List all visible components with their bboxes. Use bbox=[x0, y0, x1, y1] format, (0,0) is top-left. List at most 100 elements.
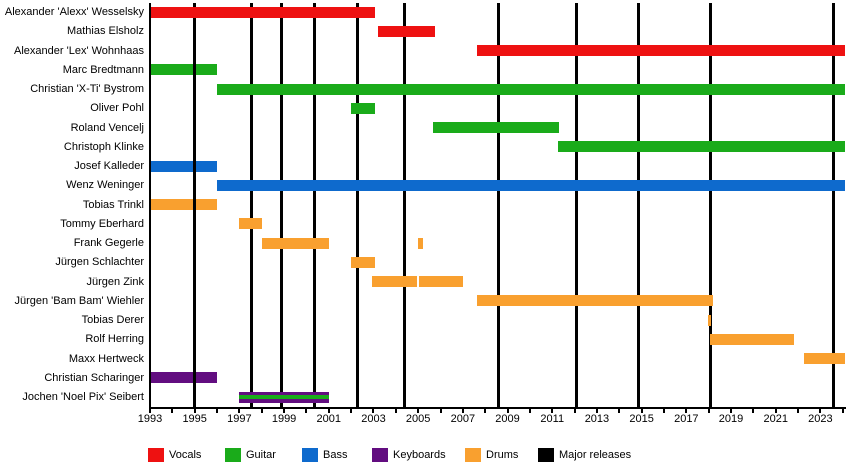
timeline-bar bbox=[477, 295, 714, 307]
axis-tick bbox=[394, 409, 397, 413]
axis-tick bbox=[551, 409, 554, 413]
axis-tick-label: 2007 bbox=[450, 413, 476, 425]
axis-tick bbox=[819, 409, 822, 413]
secondary-role-stripe bbox=[239, 395, 329, 399]
member-label: Jochen 'Noel Pix' Seibert bbox=[22, 391, 144, 403]
member-label: Frank Gegerle bbox=[73, 237, 144, 249]
axis-tick bbox=[149, 409, 151, 413]
axis-tick-label: 2011 bbox=[540, 413, 565, 425]
member-label: Roland Vencelj bbox=[70, 121, 144, 134]
timeline-bar bbox=[151, 6, 375, 18]
timeline-bar bbox=[239, 218, 262, 230]
member-label: Christoph Klinke bbox=[63, 140, 144, 153]
axis-tick bbox=[573, 409, 576, 413]
timeline-bar bbox=[707, 314, 711, 326]
timeline-bar bbox=[557, 141, 845, 153]
timeline-bar bbox=[151, 199, 218, 210]
member-label: Rolf Herring bbox=[85, 333, 144, 346]
axis-tick-label: 1993 bbox=[137, 413, 163, 425]
member-label: Tommy Eberhard bbox=[60, 217, 144, 230]
axis-tick-label: 2023 bbox=[808, 413, 833, 425]
major-release-line bbox=[403, 3, 407, 408]
axis-tick bbox=[662, 409, 665, 413]
member-label: Tobias Derer bbox=[81, 314, 144, 326]
legend-swatch bbox=[302, 448, 318, 462]
legend-label: Drums bbox=[486, 449, 519, 461]
legend-label: Guitar bbox=[246, 449, 276, 461]
timeline-bar bbox=[432, 122, 559, 133]
axis-tick bbox=[193, 409, 196, 413]
major-release-line bbox=[250, 3, 254, 408]
timeline-bar bbox=[217, 179, 845, 191]
member-label: Wenz Weninger bbox=[66, 179, 144, 192]
legend-swatch bbox=[225, 448, 241, 462]
axis-tick bbox=[752, 409, 755, 413]
timeline-bar bbox=[351, 256, 375, 268]
axis-tick bbox=[640, 409, 643, 413]
member-label: Christian 'X-Ti' Bystrom bbox=[30, 83, 144, 95]
axis-tick bbox=[260, 409, 263, 413]
axis-tick bbox=[506, 409, 509, 413]
major-release-line bbox=[280, 3, 284, 408]
member-label: Tobias Trinkl bbox=[82, 198, 144, 211]
timeline-bar bbox=[372, 276, 417, 287]
axis-tick bbox=[595, 409, 598, 413]
member-label: Josef Kalleder bbox=[74, 160, 144, 172]
axis-tick bbox=[372, 409, 375, 413]
timeline-bar bbox=[151, 372, 218, 384]
legend-swatch bbox=[465, 448, 481, 462]
legend-swatch bbox=[372, 448, 388, 462]
major-release-line bbox=[575, 3, 579, 408]
y-axis-line bbox=[149, 3, 151, 408]
axis-tick-label: 2019 bbox=[718, 413, 744, 425]
legend-swatch bbox=[148, 448, 164, 462]
timeline-bar bbox=[261, 237, 329, 249]
axis-tick bbox=[528, 409, 531, 413]
axis-tick bbox=[216, 409, 219, 413]
legend-label: Major releases bbox=[559, 449, 632, 461]
axis-tick-label: 2015 bbox=[629, 413, 654, 425]
member-label: Jürgen Schlachter bbox=[55, 256, 144, 269]
axis-tick bbox=[305, 409, 308, 413]
member-label: Mathias Elsholz bbox=[66, 25, 144, 38]
axis-tick bbox=[238, 409, 241, 413]
axis-tick bbox=[774, 409, 777, 413]
major-release-line bbox=[832, 3, 836, 408]
member-label: Jürgen Zink bbox=[86, 275, 144, 288]
axis-tick bbox=[327, 409, 330, 413]
legend-label: Vocals bbox=[169, 449, 202, 461]
major-release-line bbox=[312, 3, 316, 408]
major-release-line bbox=[497, 3, 501, 408]
axis-tick-label: 2013 bbox=[584, 413, 610, 425]
legend-label: Keyboards bbox=[393, 449, 446, 461]
timeline-bar bbox=[419, 276, 463, 287]
timeline-bar bbox=[377, 25, 435, 37]
major-release-line bbox=[636, 3, 640, 408]
legend-label: Bass bbox=[323, 449, 348, 461]
major-release-line bbox=[356, 3, 360, 408]
timeline-bar bbox=[239, 391, 329, 403]
member-label: Oliver Pohl bbox=[90, 102, 144, 115]
axis-tick bbox=[439, 409, 442, 413]
axis-tick bbox=[461, 409, 464, 413]
axis-tick bbox=[350, 409, 353, 413]
axis-tick-label: 2021 bbox=[763, 413, 788, 425]
axis-tick-label: 2005 bbox=[405, 413, 431, 425]
major-release-line bbox=[709, 3, 713, 408]
timeline-bar bbox=[351, 102, 375, 114]
axis-tick bbox=[841, 409, 844, 413]
axis-tick bbox=[618, 409, 621, 413]
axis-tick-label: 1999 bbox=[271, 413, 297, 425]
axis-tick-label: 2001 bbox=[316, 413, 341, 425]
axis-tick-label: 2017 bbox=[674, 413, 699, 425]
x-axis-line bbox=[149, 407, 846, 409]
timeline-bar bbox=[217, 83, 845, 95]
timeline-bar bbox=[151, 160, 218, 172]
axis-tick bbox=[484, 409, 487, 413]
axis-tick bbox=[797, 409, 800, 413]
major-release-line bbox=[193, 3, 197, 408]
axis-tick-label: 1997 bbox=[227, 413, 252, 425]
member-label: Christian Scharinger bbox=[44, 371, 144, 384]
timeline-bar bbox=[418, 237, 423, 249]
